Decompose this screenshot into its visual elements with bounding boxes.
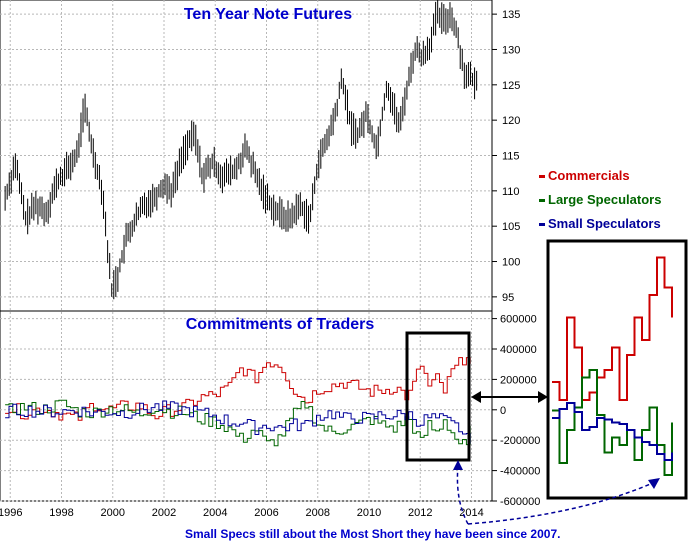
annotation-text: Small Specs still about the Most Short t… — [185, 527, 560, 541]
price-y-tick-label: 95 — [502, 292, 514, 304]
legend-item-small-speculators: Small Speculators — [539, 216, 661, 231]
arrowhead-left-icon — [453, 460, 463, 470]
price-y-tick-label: 120 — [502, 115, 520, 127]
price-y-tick-label: 130 — [502, 44, 520, 56]
cot-line-small-speculators — [5, 400, 471, 444]
zoom-line-commercials — [552, 256, 673, 401]
cot-y-tick-label: 600000 — [500, 314, 537, 326]
cot-y-tick-label: -400000 — [500, 466, 540, 478]
x-tick-label: 2002 — [152, 507, 176, 519]
price-series — [4, 0, 478, 300]
price-y-tick-label: 100 — [502, 257, 520, 269]
price-y-tick-label: 125 — [502, 80, 520, 92]
axis-labels: 1996 1998 2000 2002 2004 2006 2008 2010 2012 2014… — [0, 9, 540, 519]
x-tick-label: 1998 — [49, 507, 73, 519]
x-tick-label: 2006 — [254, 507, 278, 519]
zoom-line-large-speculators — [552, 369, 673, 476]
cot-chart-title: Commitments of Traders — [186, 316, 375, 333]
zoom-line-small-speculators — [552, 402, 673, 461]
cot-y-tick-label: -200000 — [500, 435, 540, 447]
price-y-tick-label: 135 — [502, 9, 520, 21]
price-y-tick-label: 115 — [502, 151, 520, 163]
arrowhead-right-icon — [648, 478, 660, 489]
cot-y-tick-label: 400000 — [500, 344, 537, 356]
legend-label-large-speculators: Large Speculators — [548, 192, 661, 207]
small-speculators-swatch — [539, 223, 545, 226]
price-chart-title: Ten Year Note Futures — [184, 6, 352, 23]
cot-y-tick-label: -600000 — [500, 496, 540, 508]
cot-series — [5, 357, 471, 447]
x-tick-label: 2010 — [357, 507, 381, 519]
annotation-arrows — [453, 460, 660, 525]
zoom-panel — [546, 239, 688, 500]
x-tick-label: 2008 — [306, 507, 330, 519]
cot-line-large-speculators — [5, 399, 471, 447]
legend-label-small-speculators: Small Speculators — [548, 216, 661, 231]
annotation-arrow-left — [456, 465, 469, 525]
x-tick-label: 2014 — [459, 507, 483, 519]
price-y-tick-label: 105 — [502, 221, 520, 233]
highlight-box — [405, 331, 471, 462]
x-tick-label: 2012 — [408, 507, 432, 519]
price-chart-frame — [0, 0, 493, 312]
x-tick-label: 1996 — [0, 507, 22, 519]
legend: Commercials Large Speculators Small Spec… — [539, 168, 661, 231]
large-speculators-swatch — [539, 199, 545, 202]
cot-y-tick-label: 0 — [500, 405, 506, 417]
legend-item-commercials: Commercials — [539, 168, 630, 183]
legend-label-commercials: Commercials — [548, 168, 630, 183]
x-tick-label: 2000 — [101, 507, 125, 519]
cot-chart-frame — [0, 310, 493, 502]
double-arrow-icon — [471, 391, 548, 403]
x-tick-label: 2004 — [203, 507, 227, 519]
legend-item-large-speculators: Large Speculators — [539, 192, 661, 207]
zoom-series — [552, 256, 673, 476]
commercials-swatch — [539, 175, 545, 178]
cot-y-tick-label: 200000 — [500, 374, 537, 386]
price-y-tick-label: 110 — [502, 186, 520, 198]
